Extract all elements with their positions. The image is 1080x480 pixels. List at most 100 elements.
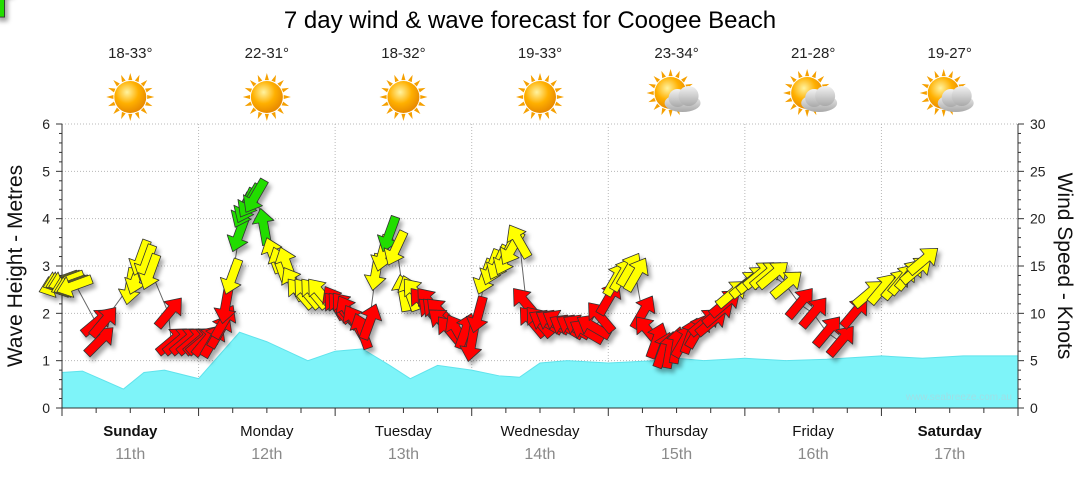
sun-ray [805, 69, 810, 77]
sun-ray [556, 94, 564, 100]
wind-arrow [219, 257, 244, 295]
watermark: www.seabreeze.com.au [905, 392, 1012, 403]
sun-ray [926, 103, 934, 110]
sun-ray [108, 87, 116, 93]
sun-ray [648, 83, 656, 89]
sun-ray [108, 101, 116, 107]
sun-ray [394, 111, 399, 120]
right-tick-label: 25 [1030, 163, 1046, 179]
sun-ray [919, 90, 927, 96]
sun-ray [379, 94, 387, 100]
wind-arrow-shape [383, 229, 409, 266]
sunny-icon [106, 73, 155, 121]
temperature-label: 18-32° [381, 45, 425, 62]
wind-arrow-shape [755, 262, 788, 291]
sun-ray [537, 113, 543, 121]
sun-ray [784, 83, 793, 89]
sun-ray [948, 70, 953, 79]
wind-arrow-shape [812, 316, 841, 349]
sun-ray [121, 111, 126, 120]
wind-arrows-group [0, 0, 939, 370]
right-tick-label: 15 [1030, 258, 1046, 274]
sun-ray [281, 87, 290, 93]
day-date-label: 15th [661, 446, 692, 463]
sun-ray [530, 111, 536, 120]
cloud-part [951, 86, 972, 106]
sun-ray [954, 76, 961, 83]
sun-ray [249, 80, 257, 87]
sun-ray [277, 80, 284, 87]
cloud-part [678, 86, 699, 106]
right-tick-label: 5 [1030, 353, 1038, 369]
day-name-label: Thursday [645, 423, 708, 440]
day-date-label: 14th [524, 446, 555, 463]
sun-ray [675, 70, 680, 79]
sun-ray [244, 101, 253, 107]
sun-ray [257, 111, 263, 120]
sun-ray [281, 101, 290, 107]
temperature-label: 19-33° [518, 45, 562, 62]
sun-ray [121, 74, 126, 83]
sun-ray [145, 87, 153, 93]
sun-ray [661, 70, 666, 79]
y-axis-right-label: Wind Speed - Knots [1053, 173, 1076, 360]
wind-arrow-shape [622, 257, 649, 293]
wind-arrow-shape [56, 274, 94, 298]
sun-ray [381, 87, 389, 93]
day-name-label: Sunday [103, 423, 158, 440]
sun-icon [379, 73, 428, 121]
day-date-label: 11th [115, 446, 145, 463]
sun-ray [420, 94, 428, 100]
sun-ray [418, 87, 426, 93]
wind-arrow [755, 262, 788, 291]
right-tick-label: 30 [1030, 116, 1046, 132]
sun-ray [653, 76, 661, 83]
wind-arrow-shape [243, 177, 269, 213]
sun-ray [106, 94, 114, 100]
sun-ray [550, 107, 557, 114]
wind-arrow [243, 177, 269, 213]
sun-ray [926, 76, 934, 83]
sun-ray [941, 69, 946, 77]
sun-ray [784, 97, 793, 103]
cloud-icon [664, 86, 701, 112]
day-date-label: 16th [798, 446, 829, 463]
sun-ray [264, 113, 269, 121]
sun-ray [134, 74, 140, 83]
sun-ray [244, 87, 253, 93]
sun-ray [140, 107, 148, 114]
left-tick-label: 0 [42, 400, 50, 416]
wind-arrow [88, 307, 117, 340]
sun-ray [653, 103, 661, 110]
sun-ray [805, 109, 810, 117]
sun-ray [401, 73, 406, 81]
sun-ray [646, 90, 654, 96]
cloud-icon [801, 86, 838, 112]
sun-icon [516, 73, 564, 121]
day-date-label: 17th [934, 446, 965, 463]
wind-arrow-shape [769, 271, 802, 300]
left-tick-label: 1 [42, 353, 50, 369]
wind-arrow [784, 288, 813, 321]
sun-ray [113, 80, 120, 87]
sun-ray [530, 74, 536, 83]
sun-ray [277, 107, 284, 114]
sun-ray [257, 74, 263, 83]
sun-ray [790, 103, 797, 110]
sun-disc [114, 81, 147, 113]
sun-ray [271, 74, 277, 83]
sun-ray [941, 109, 946, 117]
sun-ray [134, 111, 140, 120]
sun-ray [661, 107, 666, 116]
chart-title: 7 day wind & wave forecast for Coogee Be… [284, 7, 776, 34]
sun-ray [386, 107, 393, 114]
cloud-icon [937, 86, 974, 112]
day-date-label: 12th [251, 446, 282, 463]
wind-arrow [56, 274, 94, 298]
sun-ray [681, 76, 688, 83]
sun-ray [550, 80, 557, 87]
wind-arrow-shape [798, 297, 827, 330]
wind-arrow [825, 326, 854, 359]
wind-arrow-shape [0, 0, 5, 18]
